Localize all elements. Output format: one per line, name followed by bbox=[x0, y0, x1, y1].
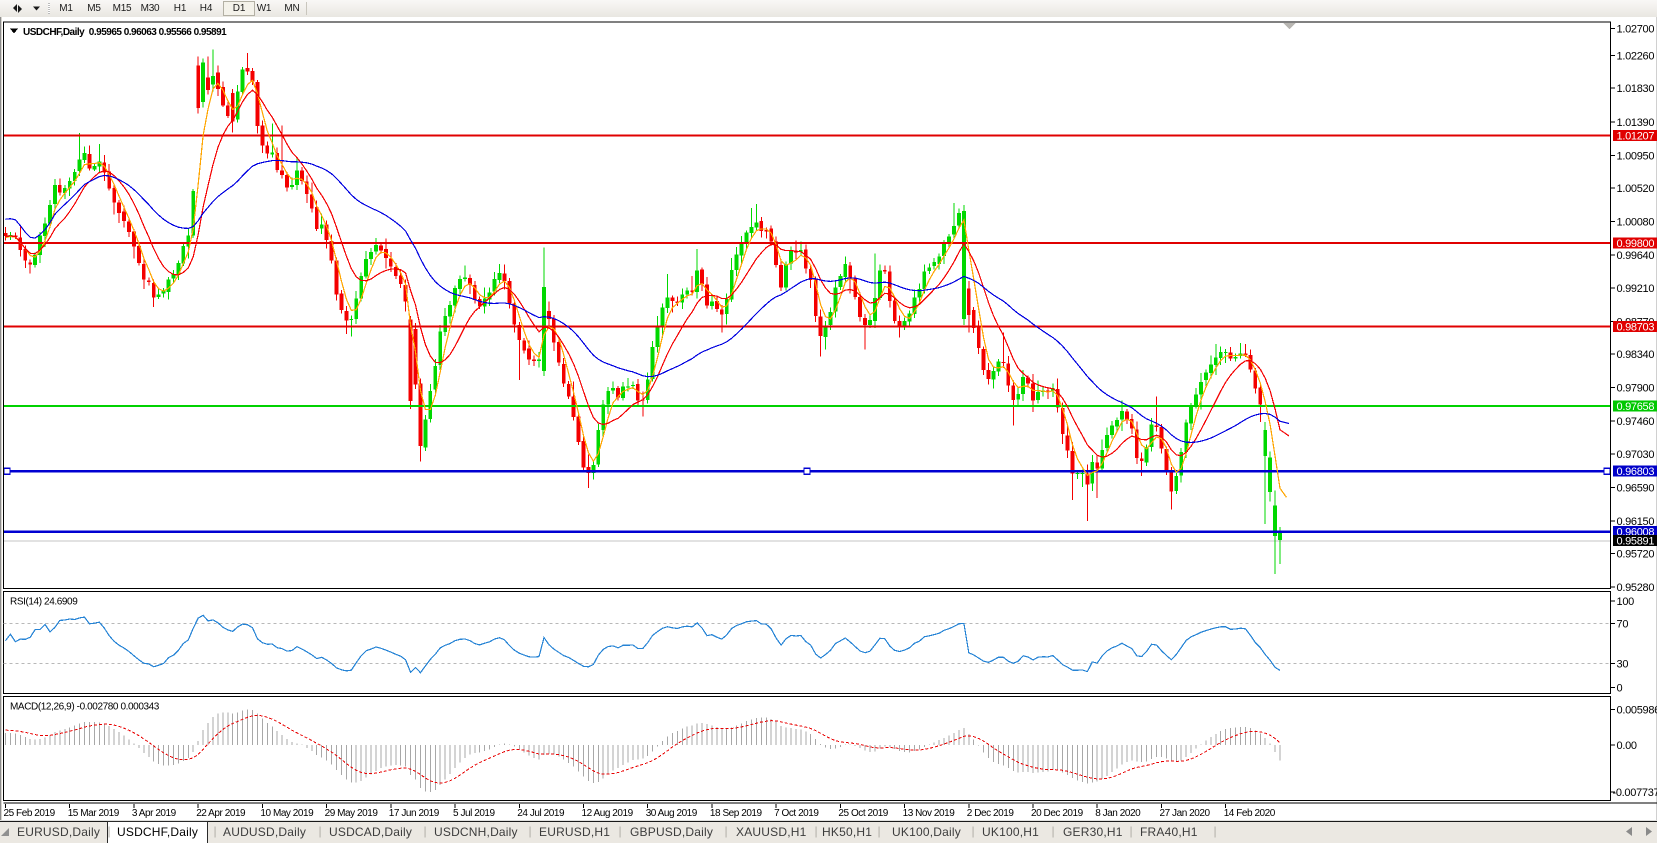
svg-text:0.97900: 0.97900 bbox=[1617, 383, 1655, 395]
svg-text:0.99210: 0.99210 bbox=[1617, 283, 1655, 295]
svg-text:100: 100 bbox=[1617, 596, 1635, 608]
svg-text:0.00: 0.00 bbox=[1617, 740, 1637, 752]
svg-text:25 Oct 2019: 25 Oct 2019 bbox=[838, 808, 888, 819]
svg-text:1.02260: 1.02260 bbox=[1617, 51, 1655, 63]
svg-text:0.95891: 0.95891 bbox=[1617, 536, 1655, 548]
svg-text:1.00520: 1.00520 bbox=[1617, 183, 1655, 195]
svg-text:20 Dec 2019: 20 Dec 2019 bbox=[1031, 808, 1084, 819]
svg-text:0: 0 bbox=[1617, 683, 1623, 695]
svg-text:0.97030: 0.97030 bbox=[1617, 449, 1655, 461]
svg-text:USDCHF,Daily 0.95965 0.96063: USDCHF,Daily 0.95965 0.96063 0.95566 0.9… bbox=[23, 27, 227, 38]
svg-text:3 Apr 2019: 3 Apr 2019 bbox=[132, 808, 177, 819]
svg-text:10 May 2019: 10 May 2019 bbox=[260, 808, 314, 819]
svg-text:2 Dec 2019: 2 Dec 2019 bbox=[967, 808, 1015, 819]
svg-text:0.005986: 0.005986 bbox=[1617, 705, 1657, 717]
svg-text:1.01390: 1.01390 bbox=[1617, 117, 1655, 129]
svg-text:0.97460: 0.97460 bbox=[1617, 416, 1655, 428]
svg-text:17 Jun 2019: 17 Jun 2019 bbox=[389, 808, 440, 819]
svg-text:0.95280: 0.95280 bbox=[1617, 582, 1655, 594]
svg-text:70: 70 bbox=[1617, 619, 1629, 631]
svg-text:-0.007737: -0.007737 bbox=[1613, 787, 1657, 799]
svg-text:1.00950: 1.00950 bbox=[1617, 150, 1655, 162]
svg-text:0.96803: 0.96803 bbox=[1617, 466, 1655, 478]
svg-text:0.95720: 0.95720 bbox=[1617, 549, 1655, 561]
svg-text:RSI(14) 24.6909: RSI(14) 24.6909 bbox=[10, 597, 78, 608]
svg-text:8 Jan 2020: 8 Jan 2020 bbox=[1095, 808, 1141, 819]
svg-text:12 Aug 2019: 12 Aug 2019 bbox=[582, 808, 634, 819]
svg-text:30: 30 bbox=[1617, 659, 1629, 671]
svg-text:15 Mar 2019: 15 Mar 2019 bbox=[68, 808, 120, 819]
svg-text:18 Sep 2019: 18 Sep 2019 bbox=[710, 808, 763, 819]
svg-text:1.01207: 1.01207 bbox=[1617, 131, 1655, 143]
svg-text:1.00080: 1.00080 bbox=[1617, 217, 1655, 229]
svg-text:30 Aug 2019: 30 Aug 2019 bbox=[646, 808, 698, 819]
svg-text:1.02700: 1.02700 bbox=[1617, 24, 1655, 36]
svg-text:0.98703: 0.98703 bbox=[1617, 321, 1655, 333]
svg-text:0.98340: 0.98340 bbox=[1617, 349, 1655, 361]
svg-text:1.01830: 1.01830 bbox=[1617, 83, 1655, 95]
svg-text:13 Nov 2019: 13 Nov 2019 bbox=[903, 808, 956, 819]
svg-text:0.99640: 0.99640 bbox=[1617, 250, 1655, 262]
svg-text:14 Feb 2020: 14 Feb 2020 bbox=[1224, 808, 1276, 819]
svg-text:0.96590: 0.96590 bbox=[1617, 482, 1655, 494]
svg-text:0.97658: 0.97658 bbox=[1617, 401, 1655, 413]
svg-text:25 Feb 2019: 25 Feb 2019 bbox=[4, 808, 56, 819]
svg-text:0.96150: 0.96150 bbox=[1617, 516, 1655, 528]
svg-text:7 Oct 2019: 7 Oct 2019 bbox=[774, 808, 819, 819]
svg-text:5 Jul 2019: 5 Jul 2019 bbox=[453, 808, 496, 819]
svg-text:27 Jan 2020: 27 Jan 2020 bbox=[1160, 808, 1211, 819]
svg-text:MACD(12,26,9) -0.002780 0.0003: MACD(12,26,9) -0.002780 0.000343 bbox=[10, 702, 160, 713]
svg-text:22 Apr 2019: 22 Apr 2019 bbox=[196, 808, 246, 819]
svg-text:29 May 2019: 29 May 2019 bbox=[325, 808, 379, 819]
svg-text:0.99800: 0.99800 bbox=[1617, 238, 1655, 250]
svg-text:24 Jul 2019: 24 Jul 2019 bbox=[517, 808, 565, 819]
